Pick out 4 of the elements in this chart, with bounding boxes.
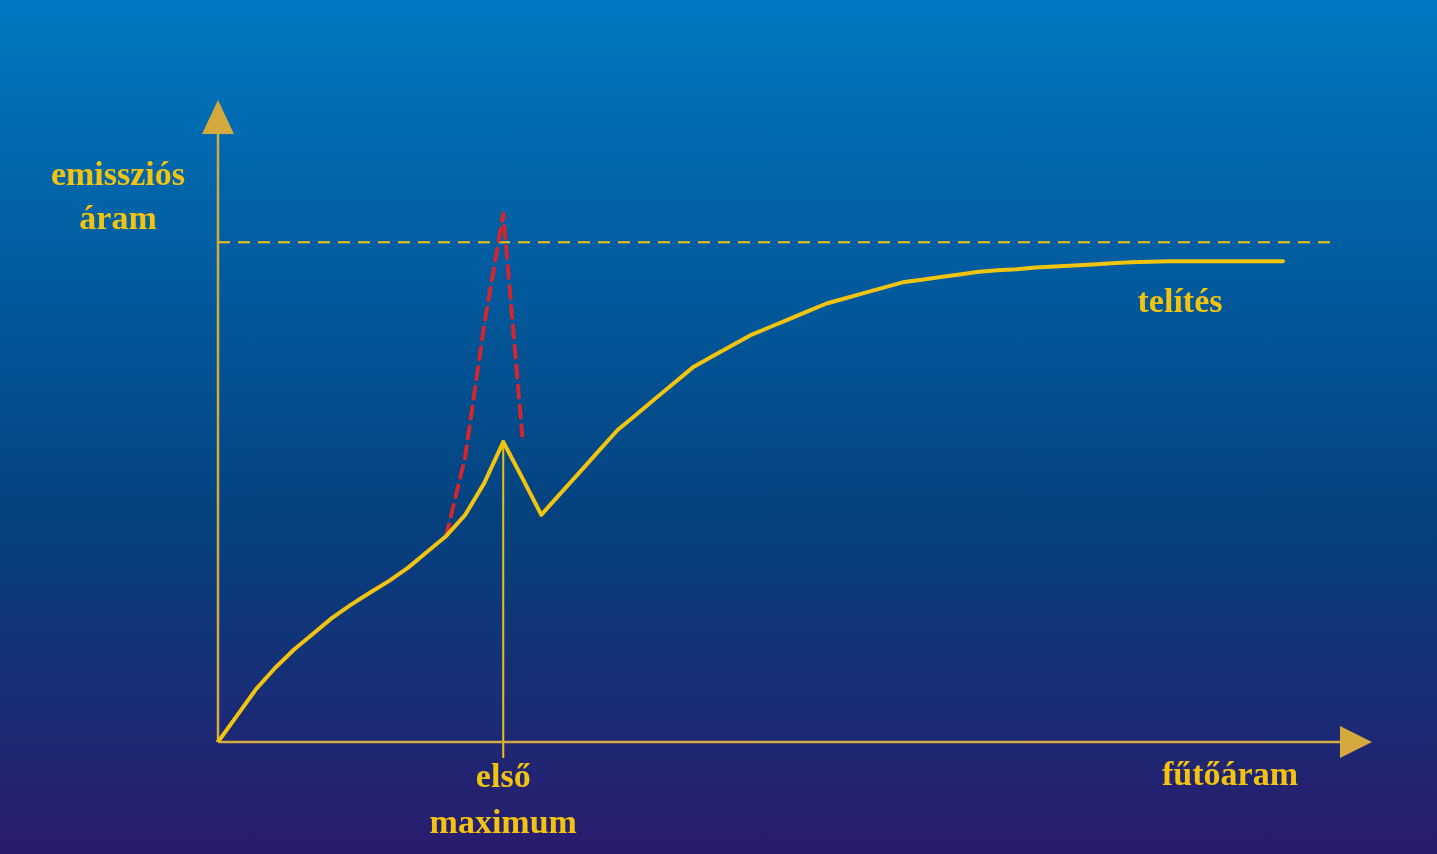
y-axis-title: emissziós áram bbox=[50, 154, 186, 236]
text: első maximum bbox=[429, 756, 577, 840]
x-axis-title: fűtőáram bbox=[1162, 754, 1298, 792]
annotation: telítés bbox=[1137, 282, 1223, 319]
